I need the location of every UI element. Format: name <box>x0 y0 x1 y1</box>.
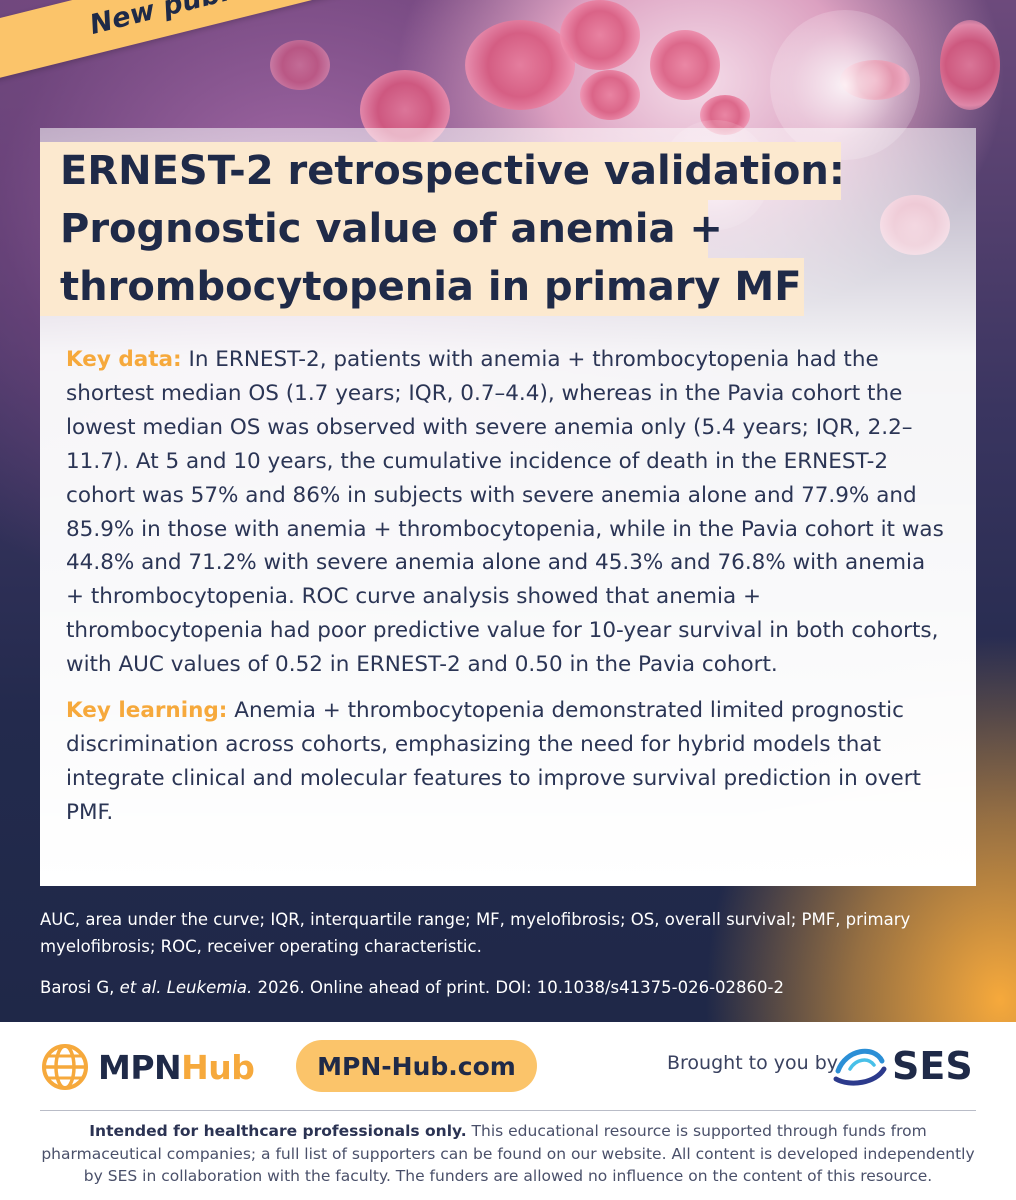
website-link[interactable]: MPN-Hub.com <box>296 1040 537 1092</box>
brought-by-label: Brought to you by <box>667 1052 839 1074</box>
blood-cell-decoration <box>465 20 575 110</box>
blood-cell-decoration <box>940 20 1000 110</box>
abbreviations: AUC, area under the curve; IQR, interqua… <box>40 910 911 956</box>
footer: MPNHub MPN-Hub.com Brought to you by SES… <box>0 1022 1016 1200</box>
key-learning-paragraph: Key learning: Anemia + thrombocytopenia … <box>66 694 946 830</box>
globe-logo-icon <box>42 1044 88 1090</box>
reference-details: 2026. Online ahead of print. DOI: 10.103… <box>252 978 784 997</box>
footer-divider <box>40 1110 976 1111</box>
summary-text: Key data: In ERNEST-2, patients with ane… <box>66 343 946 842</box>
key-data-paragraph: Key data: In ERNEST-2, patients with ane… <box>66 343 946 682</box>
logo-mpn: MPN <box>98 1047 182 1087</box>
reference: Barosi G, et al. Leukemia. 2026. Online … <box>40 974 980 1001</box>
blood-cell-decoration <box>270 40 330 90</box>
title-line-1: ERNEST-2 retrospective validation: <box>40 142 845 200</box>
title-line-3: thrombocytopenia in primary MF <box>40 258 804 316</box>
blood-cell-decoration <box>580 70 640 120</box>
disclaimer-text: This educational resource is supported t… <box>41 1122 975 1185</box>
title-line-2: Prognostic value of anemia + <box>40 200 723 258</box>
ses-logo[interactable]: SES <box>832 1038 973 1094</box>
reference-authors: Barosi G, <box>40 978 120 997</box>
key-learning-label: Key learning: <box>66 698 228 724</box>
blood-cell-decoration <box>560 0 640 70</box>
key-data-label: Key data: <box>66 347 182 372</box>
logo-text: MPNHub <box>98 1047 255 1087</box>
mpnhub-logo[interactable]: MPNHub <box>40 1042 255 1092</box>
footnotes: AUC, area under the curve; IQR, interqua… <box>40 906 980 1001</box>
logo-hub: Hub <box>181 1047 255 1087</box>
blood-cell-decoration <box>650 30 720 100</box>
new-publication-badge: New publication <box>0 0 401 85</box>
hero-background: New publication ERNEST-2 retrospective v… <box>0 0 1016 1022</box>
key-learning-text: Anemia + thrombocytopenia demonstrated l… <box>66 698 921 825</box>
disclaimer: Intended for healthcare professionals on… <box>30 1120 986 1188</box>
ses-text: SES <box>892 1044 973 1088</box>
reference-journal: Leukemia. <box>161 978 253 997</box>
key-data-text: In ERNEST-2, patients with anemia + thro… <box>66 347 944 678</box>
reference-etal: et al. <box>119 978 162 997</box>
disclaimer-bold: Intended for healthcare professionals on… <box>89 1122 467 1140</box>
ses-swoosh-icon <box>833 1048 887 1086</box>
